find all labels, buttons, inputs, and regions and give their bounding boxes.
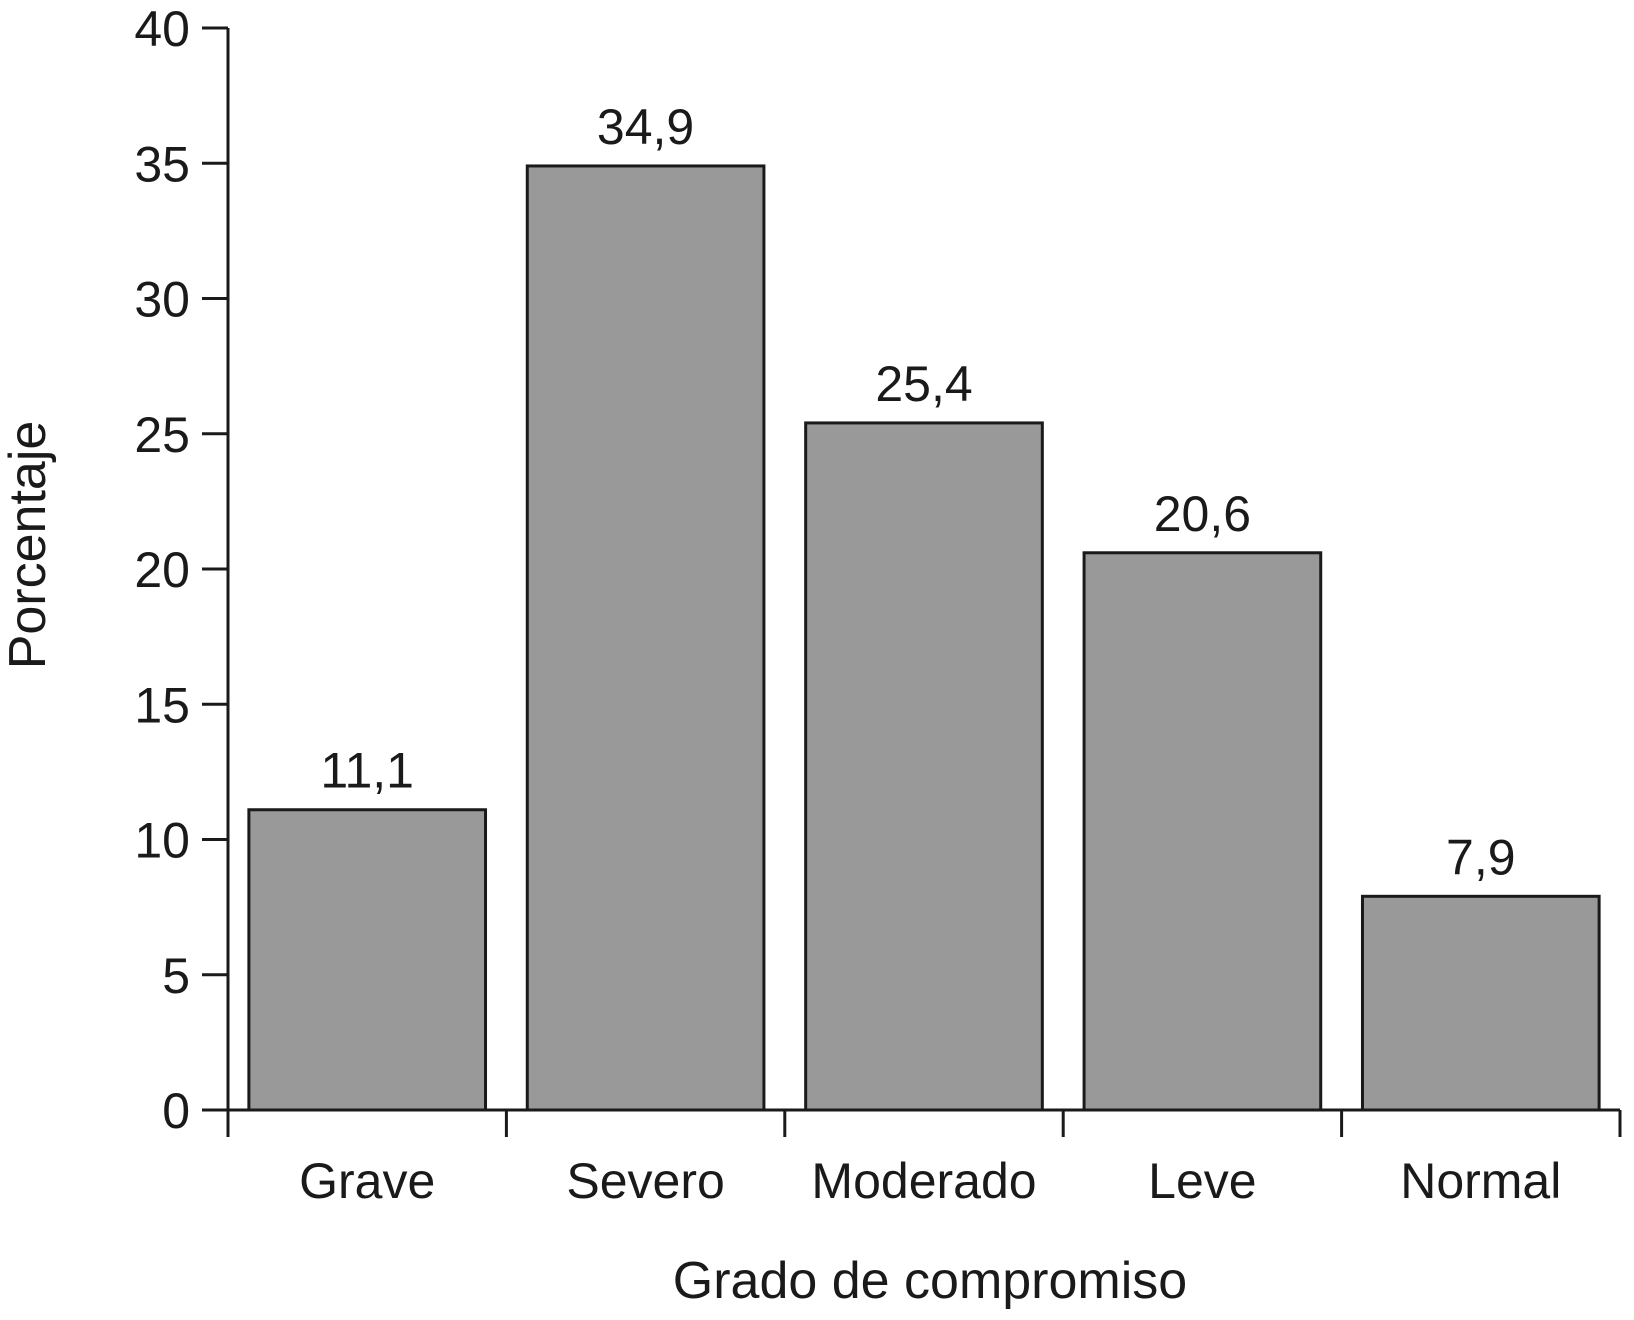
bars-group	[247, 164, 1601, 1112]
x-tick-label: Severo	[566, 1153, 724, 1209]
bar-moderado	[804, 421, 1044, 1112]
bar-leve	[1082, 551, 1323, 1112]
y-tick-label: 25	[134, 407, 190, 463]
bar-normal	[1360, 894, 1601, 1112]
y-tick-label: 35	[134, 136, 190, 192]
y-tick-label: 0	[162, 1083, 190, 1139]
x-tick-label: Moderado	[811, 1153, 1036, 1209]
y-tick-label: 40	[134, 1, 190, 57]
x-tick-label: Grave	[299, 1153, 435, 1209]
y-tick-label: 15	[134, 677, 190, 733]
y-tick-label: 20	[134, 542, 190, 598]
x-axis-title: Grado de compromiso	[673, 1252, 1187, 1310]
bar-severo	[525, 164, 766, 1112]
y-tick-label: 5	[162, 948, 190, 1004]
bar-value-label: 20,6	[1154, 486, 1251, 542]
y-axis-title: Porcentaje	[0, 421, 57, 670]
y-tick-label: 10	[134, 813, 190, 869]
bar-value-label: 7,9	[1446, 829, 1516, 885]
bar-value-label: 25,4	[875, 356, 972, 412]
value-labels-group: 11,1 34,9 25,4 20,6 7,9	[320, 99, 1515, 885]
bar-grave	[247, 808, 488, 1112]
x-axis: Grave Severo Moderado Leve Normal	[226, 1108, 1622, 1209]
y-axis: 0 5 10 15 20 25 30 35 40	[134, 1, 230, 1139]
bar-value-label: 34,9	[597, 99, 694, 155]
x-tick-label: Normal	[1400, 1153, 1561, 1209]
x-tick-label: Leve	[1148, 1153, 1256, 1209]
y-tick-label: 30	[134, 272, 190, 328]
bar-value-label: 11,1	[320, 743, 414, 799]
